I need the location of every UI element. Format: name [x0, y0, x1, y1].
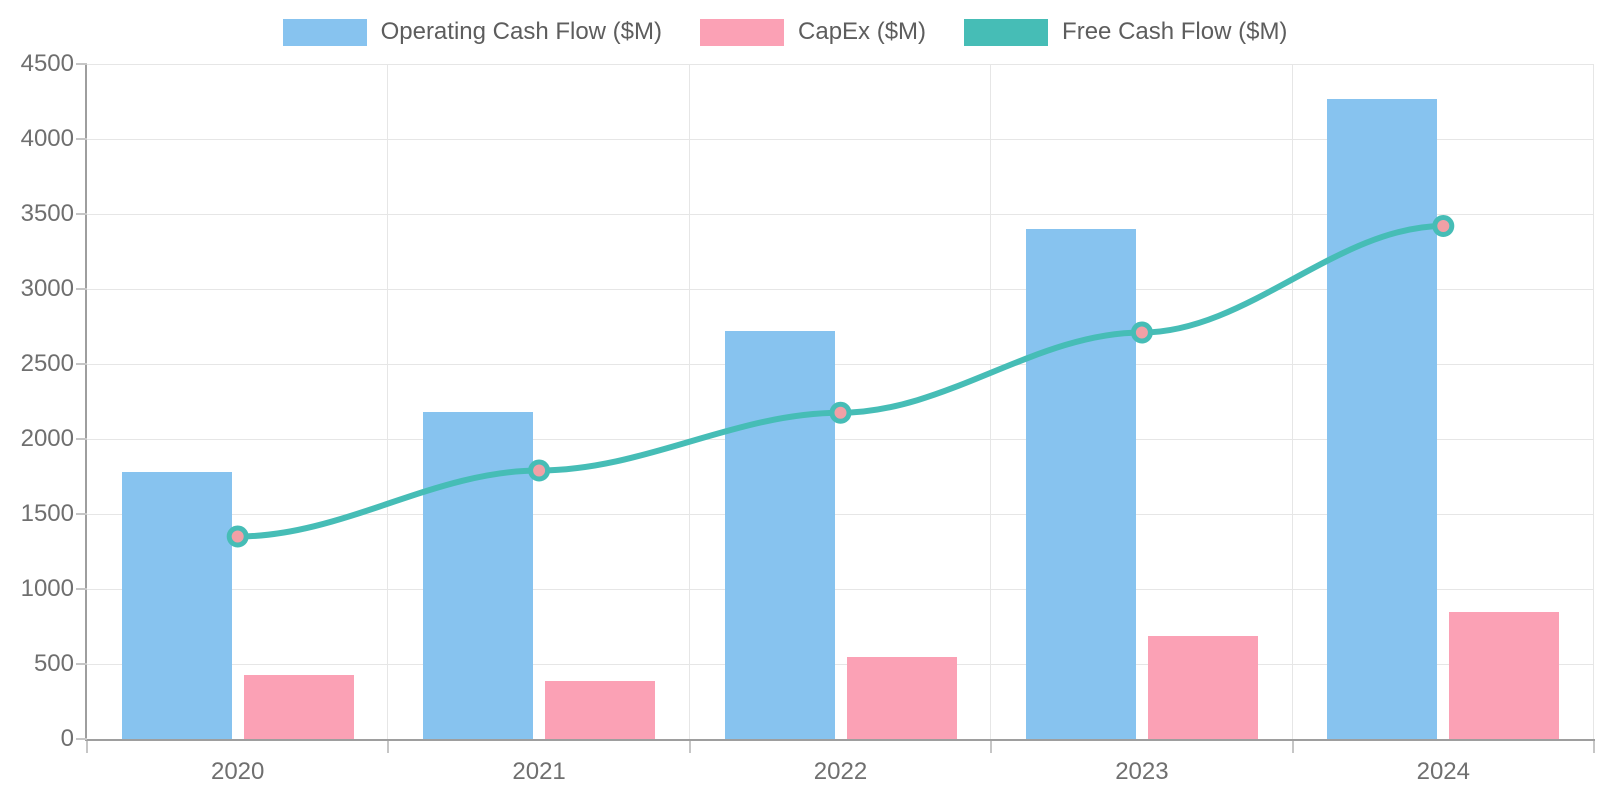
v-gridline: [387, 64, 389, 739]
marker-free-cash-flow-m-2022[interactable]: [829, 401, 852, 424]
h-gridline-2000: [87, 438, 1594, 440]
y-axis-tick-mark: [76, 663, 87, 665]
h-gridline-500: [87, 663, 1594, 665]
h-gridline-3000: [87, 288, 1594, 290]
y-axis-tick-mark: [76, 288, 87, 290]
legend-swatch-free-cash-flow-m: [964, 18, 1049, 46]
y-axis-tick-label: 3500: [20, 200, 74, 227]
x-axis-tick-label: 2023: [1115, 758, 1169, 785]
y-axis-tick-mark: [76, 63, 87, 65]
h-gridline-1500: [87, 513, 1594, 515]
bar-operating-cash-flow-m-2024[interactable]: [1327, 98, 1438, 739]
bar-capex-m-2022[interactable]: [846, 657, 957, 739]
marker-free-cash-flow-m-2023[interactable]: [1130, 321, 1153, 344]
plot-area: [85, 63, 1595, 741]
x-axis-tick-mark: [1593, 741, 1595, 753]
y-axis-tick-label: 0: [60, 725, 74, 752]
y-axis-tick-label: 4500: [20, 50, 74, 77]
legend-label: Operating Cash Flow ($M): [380, 18, 663, 45]
x-axis-tick-mark: [387, 741, 390, 753]
bar-capex-m-2020[interactable]: [243, 674, 354, 739]
y-axis-tick-label: 4000: [20, 125, 74, 152]
y-axis-line: [85, 64, 87, 741]
y-axis-tick-mark: [76, 438, 87, 440]
legend-item-free-cash-flow-m[interactable]: Free Cash Flow ($M): [964, 18, 1287, 46]
x-axis-tick-mark: [86, 741, 88, 753]
y-axis-tick-label: 1000: [20, 575, 74, 602]
x-axis-tick-label: 2022: [813, 758, 868, 785]
marker-free-cash-flow-m-2024[interactable]: [1432, 215, 1455, 237]
v-gridline: [990, 64, 992, 739]
x-axis-tick-mark: [990, 741, 993, 753]
bar-operating-cash-flow-m-2023[interactable]: [1025, 229, 1136, 739]
line-free-cash-flow-m: [234, 223, 1447, 540]
y-axis-tick-mark: [76, 363, 87, 365]
x-axis-tick-label: 2021: [512, 758, 566, 785]
v-gridline: [1593, 64, 1594, 739]
y-axis-tick-mark: [76, 738, 87, 740]
x-axis-tick-label: 2024: [1416, 758, 1470, 785]
marker-free-cash-flow-m-2021[interactable]: [528, 459, 551, 482]
bar-capex-m-2024[interactable]: [1449, 611, 1560, 739]
legend-label: CapEx ($M): [798, 18, 927, 45]
bar-capex-m-2021[interactable]: [545, 680, 656, 739]
bar-operating-cash-flow-m-2022[interactable]: [724, 331, 835, 739]
y-axis-tick-label: 500: [33, 650, 74, 677]
x-axis-line: [85, 739, 1595, 741]
y-axis-tick-label: 1500: [20, 500, 74, 527]
y-axis-tick-mark: [76, 513, 87, 515]
y-axis-tick-mark: [76, 588, 87, 590]
y-axis-tick-mark: [76, 213, 87, 215]
bar-operating-cash-flow-m-2020[interactable]: [121, 472, 232, 739]
line-layer: [226, 215, 1455, 548]
v-gridline: [688, 64, 690, 739]
bar-capex-m-2023[interactable]: [1147, 635, 1258, 739]
legend-item-capex-m[interactable]: CapEx ($M): [700, 18, 926, 46]
h-gridline-4500: [87, 63, 1594, 65]
y-axis-tick-label: 2500: [20, 350, 74, 377]
v-gridline: [1291, 64, 1293, 739]
y-axis-tick-label: 3000: [20, 275, 74, 302]
h-gridline-1000: [87, 588, 1594, 590]
h-gridline-4000: [87, 138, 1594, 140]
legend-item-operating-cash-flow-m[interactable]: Operating Cash Flow ($M): [282, 18, 663, 46]
x-axis-tick-mark: [688, 741, 691, 753]
chart-legend: Operating Cash Flow ($M) CapEx ($M) Free C…: [0, 12, 1570, 52]
y-axis-tick-label: 2000: [20, 425, 74, 452]
x-axis-tick-label: 2020: [210, 758, 265, 785]
bar-operating-cash-flow-m-2021[interactable]: [423, 412, 534, 739]
h-gridline-3500: [87, 213, 1594, 215]
marker-free-cash-flow-m-2020[interactable]: [226, 525, 249, 548]
h-gridline-2500: [87, 363, 1594, 365]
x-axis-tick-mark: [1291, 741, 1294, 753]
legend-label: Free Cash Flow ($M): [1062, 18, 1288, 45]
y-axis-tick-mark: [76, 138, 87, 140]
legend-swatch-capex-m: [700, 18, 785, 46]
legend-swatch-operating-cash-flow-m: [282, 18, 367, 46]
